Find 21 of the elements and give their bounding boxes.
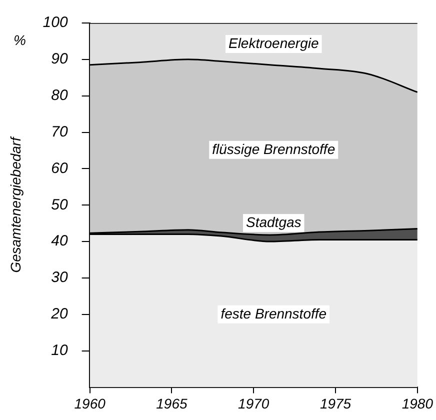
y-tick-label: 100: [42, 14, 68, 32]
y-tick-label: 80: [51, 87, 68, 104]
x-tick-label: 1970: [238, 395, 270, 412]
y-tick-label: 60: [51, 160, 68, 177]
y-tick-label: 70: [51, 123, 68, 140]
y-axis-title: Gesamtenergiebedarf: [7, 135, 24, 273]
text: %: [14, 32, 26, 48]
x-tick-label: 1980: [402, 395, 434, 412]
y-tick-label: 10: [51, 342, 68, 359]
series-label: flüssige Brennstoffe: [212, 140, 336, 157]
y-tick-label: 90: [51, 50, 68, 68]
x-tick-label: 1975: [320, 395, 352, 412]
y-tick-label: 50: [51, 196, 68, 214]
y-tick-label: 40: [51, 232, 68, 250]
series-label: feste Brennstoffe: [220, 305, 327, 322]
series-label: Elektroenergie: [228, 34, 319, 51]
y-tick-label: 20: [50, 306, 68, 323]
y-tick-label: 30: [51, 269, 68, 286]
x-tick-label: 1965: [156, 395, 188, 412]
series-label: Stadtgas: [246, 214, 302, 230]
x-tick-label: 1960: [74, 395, 106, 412]
